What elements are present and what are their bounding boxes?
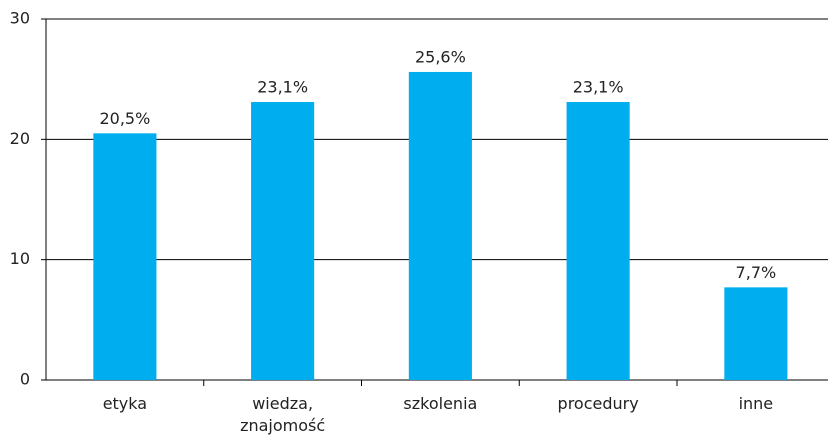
x-tick-label: wiedza, znajomość prawa bbox=[240, 394, 326, 442]
x-tick-label: inne bbox=[738, 394, 774, 413]
y-tick-label: 20 bbox=[10, 129, 30, 148]
value-label: 20,5% bbox=[99, 109, 150, 128]
y-tick-label: 0 bbox=[20, 370, 30, 389]
x-tick-label: szkolenia bbox=[403, 394, 478, 413]
x-tick-label: etyka bbox=[102, 394, 148, 413]
value-label: 23,1% bbox=[573, 78, 624, 97]
bar bbox=[93, 133, 157, 380]
value-label: 25,6% bbox=[415, 47, 466, 66]
value-label: 7,7% bbox=[736, 263, 777, 282]
y-tick-label: 10 bbox=[10, 249, 30, 268]
x-tick-label: procedury bbox=[557, 394, 639, 413]
value-label: 23,1% bbox=[257, 78, 308, 97]
y-tick-label: 30 bbox=[10, 9, 30, 28]
bar bbox=[408, 71, 472, 381]
bar bbox=[251, 102, 315, 380]
bar bbox=[724, 287, 788, 380]
bar bbox=[566, 102, 630, 380]
